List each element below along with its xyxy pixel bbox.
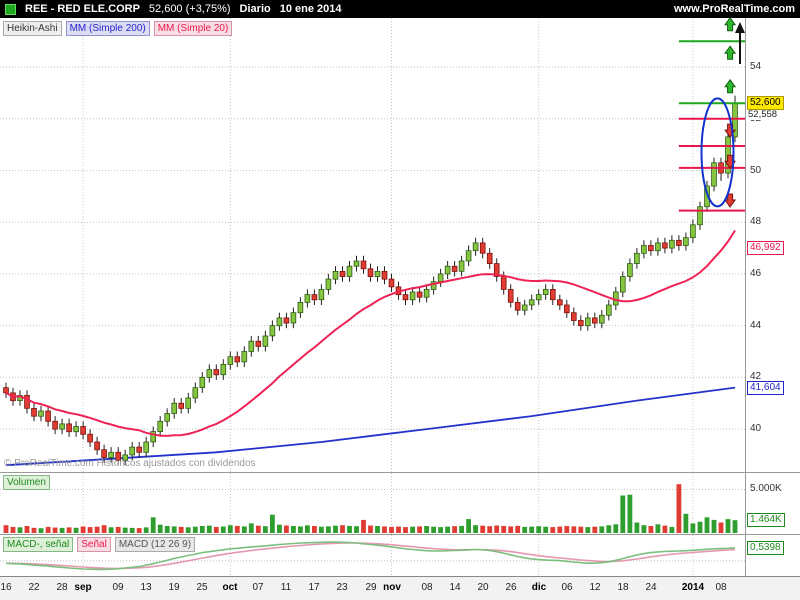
price-axis-tick: 42 bbox=[750, 371, 762, 382]
time-axis-label: 2014 bbox=[681, 582, 705, 593]
volume-value-box: 1.464K bbox=[747, 513, 785, 527]
chart-legend: Heikin-Ashi MM (Simple 200) MM (Simple 2… bbox=[3, 21, 233, 36]
volume-canvas[interactable] bbox=[0, 473, 745, 535]
price-axis-tick: 48 bbox=[750, 216, 762, 227]
price-axis-tick: 54 bbox=[750, 61, 762, 72]
last-price-change: 52,600 (+3,75%) bbox=[148, 3, 231, 15]
price-axis-tick: 44 bbox=[750, 320, 762, 331]
macd-axis[interactable]: 0,5398 bbox=[745, 535, 800, 576]
heikin-ashi-chip[interactable]: Heikin-Ashi bbox=[3, 21, 62, 36]
time-axis-label: 20 bbox=[477, 582, 489, 593]
volume-panel: Volumen 5.000K 1.464K bbox=[0, 473, 800, 535]
app-icon bbox=[5, 3, 16, 15]
time-axis[interactable]: 16 22 28 sep 09 13 19 25 oct 07 11 17 23 29 nov 08 14 20 2… bbox=[0, 577, 800, 600]
time-axis-label: 24 bbox=[645, 582, 657, 593]
time-axis-label: dic bbox=[531, 582, 547, 593]
price-axis-tick: 40 bbox=[750, 423, 762, 434]
instrument-name: REE - RED ELE.CORP bbox=[25, 3, 140, 15]
time-axis-label: 16 bbox=[0, 582, 12, 593]
mm200-chip[interactable]: MM (Simple 200) bbox=[65, 21, 150, 36]
macd-params-chip[interactable]: MACD (12 26 9) bbox=[114, 537, 196, 552]
time-axis-label: 07 bbox=[252, 582, 264, 593]
time-axis-label: 29 bbox=[365, 582, 377, 593]
time-axis-label: 19 bbox=[168, 582, 180, 593]
title-bar: REE - RED ELE.CORP 52,600 (+3,75%) Diari… bbox=[0, 0, 800, 18]
time-axis-label: 09 bbox=[112, 582, 124, 593]
time-axis-label: 23 bbox=[336, 582, 348, 593]
time-axis-label: 26 bbox=[505, 582, 517, 593]
last-price-box: 52,600 bbox=[747, 96, 784, 110]
mm20-chip[interactable]: MM (Simple 20) bbox=[153, 21, 233, 36]
copyright-note: © ProRealTime.com Históricos ajustados c… bbox=[4, 458, 256, 469]
time-axis-label: 25 bbox=[196, 582, 208, 593]
time-axis-label: 12 bbox=[589, 582, 601, 593]
macd-value-box: 0,5398 bbox=[747, 541, 784, 555]
timeframe-label: Diario bbox=[239, 3, 271, 15]
time-axis-label: 08 bbox=[421, 582, 433, 593]
time-axis-label: 08 bbox=[715, 582, 727, 593]
macd-canvas[interactable] bbox=[0, 535, 745, 577]
volume-chip[interactable]: Volumen bbox=[3, 475, 50, 490]
time-axis-label: nov bbox=[383, 582, 401, 593]
time-axis-label: 06 bbox=[561, 582, 573, 593]
secondary-price-label: 52,558 bbox=[748, 109, 778, 120]
price-chart-canvas[interactable] bbox=[0, 18, 745, 473]
price-axis-tick: 46 bbox=[750, 268, 762, 279]
price-axis-tick: 50 bbox=[750, 165, 762, 176]
signal-chip[interactable]: Señal bbox=[77, 537, 111, 552]
time-axis-label: 18 bbox=[617, 582, 629, 593]
website-link[interactable]: www.ProRealTime.com bbox=[673, 3, 795, 15]
macd-chip[interactable]: MACD-, señal bbox=[3, 537, 74, 552]
volume-axis[interactable]: 5.000K 1.464K bbox=[745, 473, 800, 534]
volume-gridline-label: 5.000K bbox=[750, 483, 782, 494]
time-axis-label: 13 bbox=[140, 582, 152, 593]
time-axis-label: sep bbox=[74, 582, 92, 593]
macd-panel: MACD-, señal Señal MACD (12 26 9) 0,5398 bbox=[0, 535, 800, 577]
time-axis-label: 14 bbox=[449, 582, 461, 593]
mm200-value-box: 41,604 bbox=[747, 381, 784, 395]
time-axis-label: 11 bbox=[280, 582, 292, 593]
time-axis-label: 28 bbox=[56, 582, 68, 593]
date-label: 10 ene 2014 bbox=[279, 3, 342, 15]
mm20-value-box: 46,992 bbox=[747, 241, 784, 255]
price-chart-panel: Heikin-Ashi MM (Simple 200) MM (Simple 2… bbox=[0, 18, 800, 473]
time-axis-label: oct bbox=[222, 582, 238, 593]
time-axis-label: 22 bbox=[28, 582, 40, 593]
time-axis-label: 17 bbox=[308, 582, 320, 593]
price-axis[interactable]: 52,600 52,558 46,992 41,604 40 42 44 46 48 50… bbox=[745, 18, 800, 472]
